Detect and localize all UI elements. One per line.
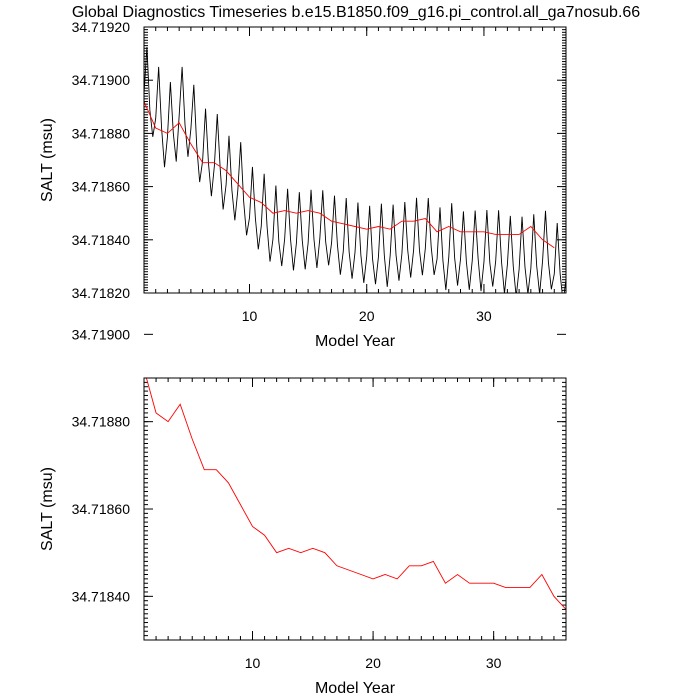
y-tick-label: 34.71840 (72, 588, 131, 604)
chart-title: Global Diagnostics Timeseries b.e15.B185… (72, 4, 640, 21)
series-line-annual-mean (145, 378, 566, 610)
y-tick-label: 34.71900 (72, 72, 131, 88)
x-axis-label: Model Year (315, 333, 396, 350)
top-timeseries-plot: 10 20 30 34.71820 34.71840 34.71860 34.71880 34… (39, 19, 567, 350)
y-tick-label: 34.71860 (72, 501, 131, 517)
x-axis-label: Model Year (315, 680, 396, 697)
series-line-monthly (144, 46, 566, 293)
x-tick-label: 20 (365, 655, 381, 671)
plot-frame (143, 377, 567, 641)
x-tick-label: 10 (245, 655, 261, 671)
y-tick-label: 34.71880 (72, 125, 131, 141)
y-tick-label: 34.71900 (72, 326, 131, 342)
x-tick-label: 30 (476, 308, 492, 324)
y-tick-label: 34.71820 (72, 285, 131, 301)
y-tick-label: 34.71880 (72, 414, 131, 430)
series-line-annual-mean (144, 101, 555, 249)
plot-frame (143, 26, 567, 294)
y-tick-label: 34.71840 (72, 232, 131, 248)
y-tick-label: 34.71920 (72, 19, 131, 35)
y-tick-label: 34.71860 (72, 179, 131, 195)
x-tick-label: 30 (486, 655, 502, 671)
bottom-annual-mean-plot: 10 20 30 34.71840 34.71860 34.71880 34.71900 Mo… (39, 326, 567, 697)
x-tick-label: 20 (359, 308, 375, 324)
y-axis-label: SALT (msu) (39, 118, 56, 202)
y-axis-label: SALT (msu) (39, 467, 56, 551)
x-tick-label: 10 (242, 308, 258, 324)
